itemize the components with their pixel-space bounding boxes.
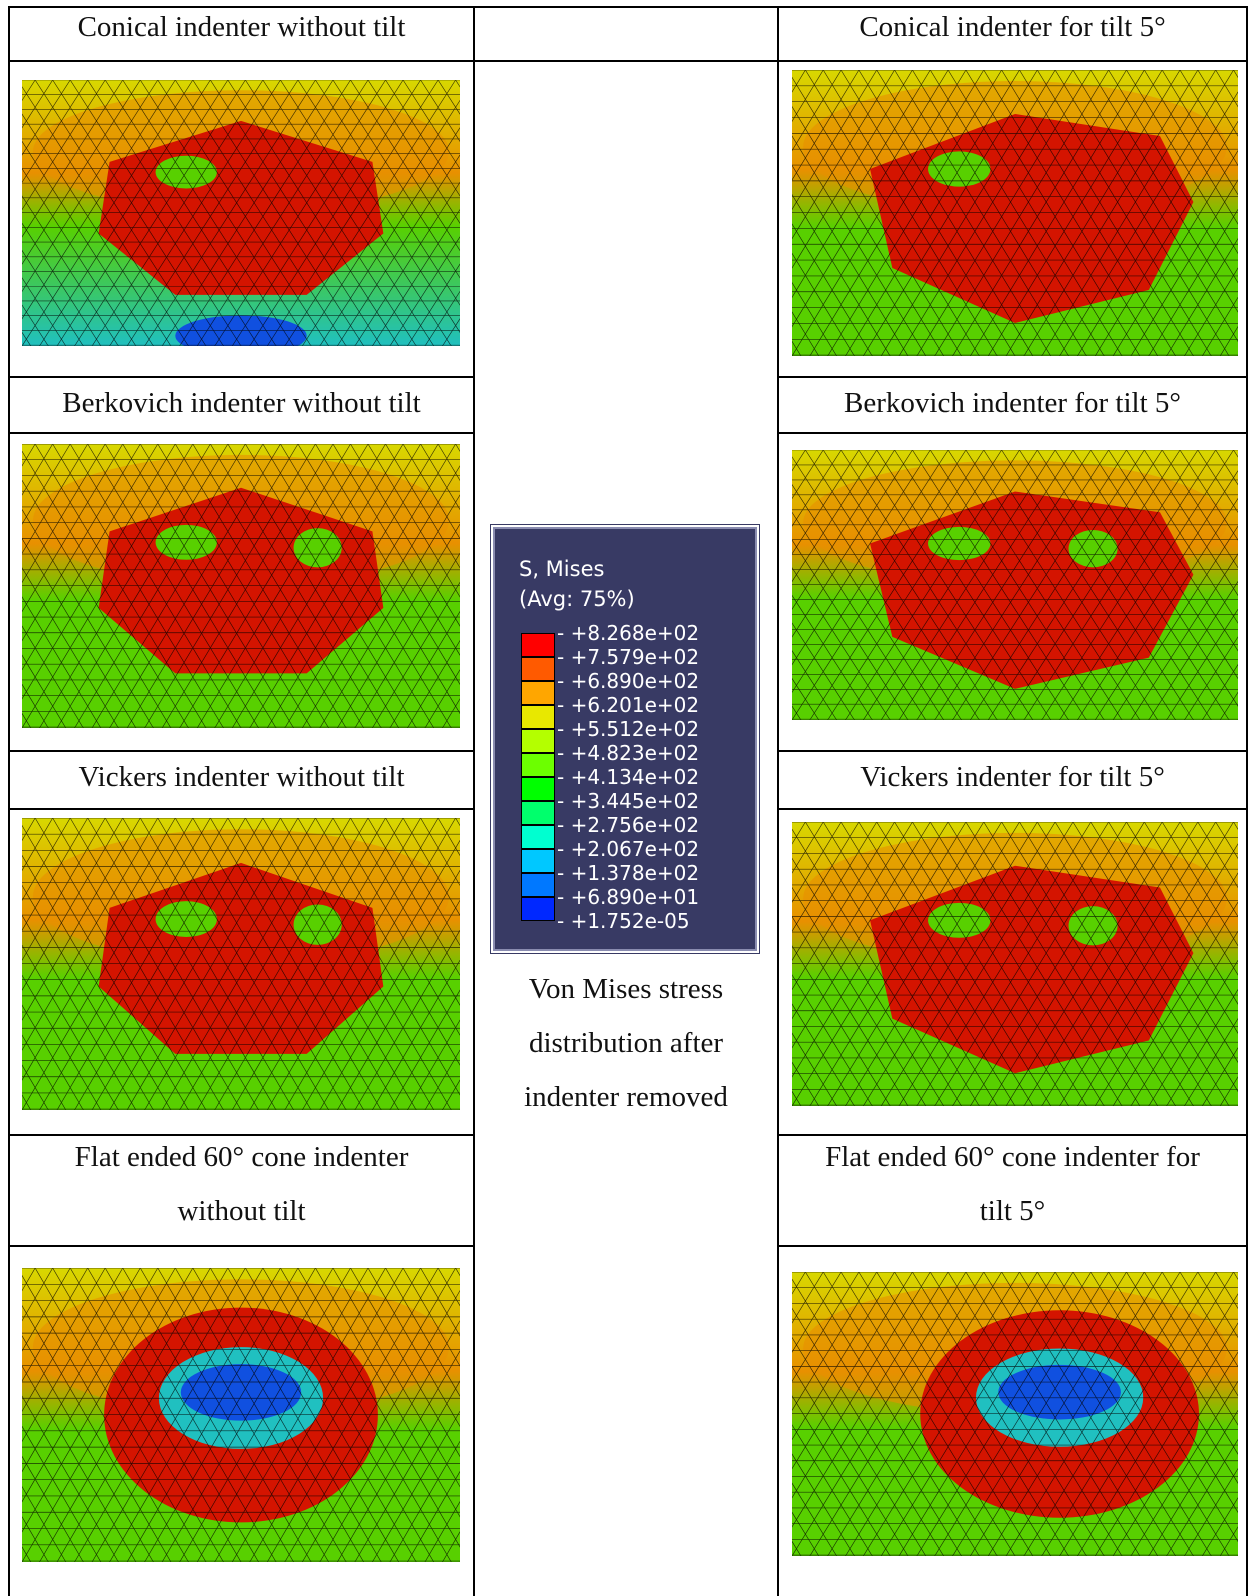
caption-berkovich-no-tilt: Berkovich indenter without tilt <box>62 387 421 419</box>
center-caption-line2: distribution after <box>528 1027 724 1059</box>
fem-mesh-plot <box>22 1268 460 1562</box>
stress-plot-conical-no-tilt <box>22 80 460 346</box>
table-border-right <box>1246 6 1248 1596</box>
caption-flat-no-tilt-line1: Flat ended 60° cone indenter <box>74 1141 409 1173</box>
center-caption: Von Mises stress distribution after inde… <box>475 962 777 1124</box>
table-border-row1 <box>8 60 1248 62</box>
caption-vickers-no-tilt: Vickers indenter without tilt <box>78 761 405 793</box>
fem-mesh-plot <box>22 444 460 728</box>
caption-berkovich-tilt: Berkovich indenter for tilt 5° <box>844 387 1181 419</box>
legend-value: +4.134e+02 <box>557 765 700 789</box>
legend-value: +6.890e+01 <box>557 885 700 909</box>
table-border-right-r4 <box>777 750 1248 752</box>
table-border-right-r7 <box>777 1245 1248 1247</box>
table-border-left <box>8 6 10 1596</box>
legend-value: +1.752e-05 <box>557 909 699 933</box>
stress-plot-flat-tilt <box>792 1272 1238 1556</box>
legend-swatch <box>521 657 555 681</box>
legend-value: +5.512e+02 <box>557 717 700 741</box>
fem-mesh-plot <box>792 822 1238 1106</box>
legend-value: +4.823e+02 <box>557 741 700 765</box>
table-border-right-r5 <box>777 808 1248 810</box>
caption-conical-tilt: Conical indenter for tilt 5° <box>859 11 1166 43</box>
fem-mesh-plot <box>792 1272 1238 1556</box>
center-caption-line3: indenter removed <box>524 1081 728 1113</box>
center-caption-line1: Von Mises stress <box>528 973 724 1005</box>
legend-swatch <box>521 825 555 849</box>
legend-swatch <box>521 873 555 897</box>
caption-flat-no-tilt: Flat ended 60° cone indenter without til… <box>10 1130 473 1238</box>
legend-value: +2.756e+02 <box>557 813 700 837</box>
legend-values: +8.268e+02+7.579e+02+6.890e+02+6.201e+02… <box>557 621 700 933</box>
legend-value: +3.445e+02 <box>557 789 700 813</box>
caption-conical-no-tilt: Conical indenter without tilt <box>77 11 406 43</box>
stress-plot-berkovich-no-tilt <box>22 444 460 728</box>
legend-swatch <box>521 897 555 921</box>
table-border-right-r6 <box>777 1134 1248 1136</box>
caption-flat-tilt-line2: tilt 5° <box>979 1195 1046 1227</box>
legend-subtitle: (Avg: 75%) <box>519 587 635 611</box>
legend-swatch <box>521 705 555 729</box>
caption-flat-tilt-line1: Flat ended 60° cone indenter for <box>825 1141 1200 1173</box>
stress-plot-vickers-tilt <box>792 822 1238 1106</box>
table-border-right-r2 <box>777 376 1248 378</box>
stress-plot-berkovich-tilt <box>792 450 1238 720</box>
stress-plot-vickers-no-tilt <box>22 818 460 1110</box>
table-border-left-r3 <box>8 432 474 434</box>
legend-swatch <box>521 801 555 825</box>
legend-value: +1.378e+02 <box>557 861 700 885</box>
table-border-left-r7 <box>8 1245 474 1247</box>
legend-swatch <box>521 777 555 801</box>
caption-vickers-tilt: Vickers indenter for tilt 5° <box>860 761 1165 793</box>
stress-legend: S, Mises (Avg: 75%) +8.268e+02+7.579e+02… <box>490 524 760 954</box>
legend-swatch <box>521 681 555 705</box>
table-border-left-r4 <box>8 750 474 752</box>
legend-swatch <box>521 753 555 777</box>
legend-value: +6.890e+02 <box>557 669 700 693</box>
table-border-mid2 <box>777 6 779 1596</box>
legend-title: S, Mises <box>519 557 605 581</box>
caption-flat-tilt: Flat ended 60° cone indenter for tilt 5° <box>779 1130 1246 1238</box>
stress-plot-flat-no-tilt <box>22 1268 460 1562</box>
table-border-left-r2 <box>8 376 474 378</box>
table-border-top <box>8 6 1248 8</box>
legend-value: +6.201e+02 <box>557 693 700 717</box>
table-border-left-r6 <box>8 1134 474 1136</box>
table-border-mid1 <box>473 6 475 1596</box>
fem-mesh-plot <box>22 818 460 1110</box>
table-border-right-r3 <box>777 432 1248 434</box>
legend-color-bar <box>521 633 555 921</box>
legend-value: +8.268e+02 <box>557 621 700 645</box>
fem-mesh-plot <box>792 450 1238 720</box>
stress-plot-conical-tilt <box>792 70 1238 356</box>
fem-mesh-plot <box>792 70 1238 356</box>
table-border-left-r5 <box>8 808 474 810</box>
fem-mesh-plot <box>22 80 460 346</box>
legend-swatch <box>521 729 555 753</box>
legend-value: +2.067e+02 <box>557 837 700 861</box>
legend-value: +7.579e+02 <box>557 645 700 669</box>
legend-swatch <box>521 849 555 873</box>
caption-flat-no-tilt-line2: without tilt <box>177 1195 306 1227</box>
legend-swatch <box>521 633 555 657</box>
